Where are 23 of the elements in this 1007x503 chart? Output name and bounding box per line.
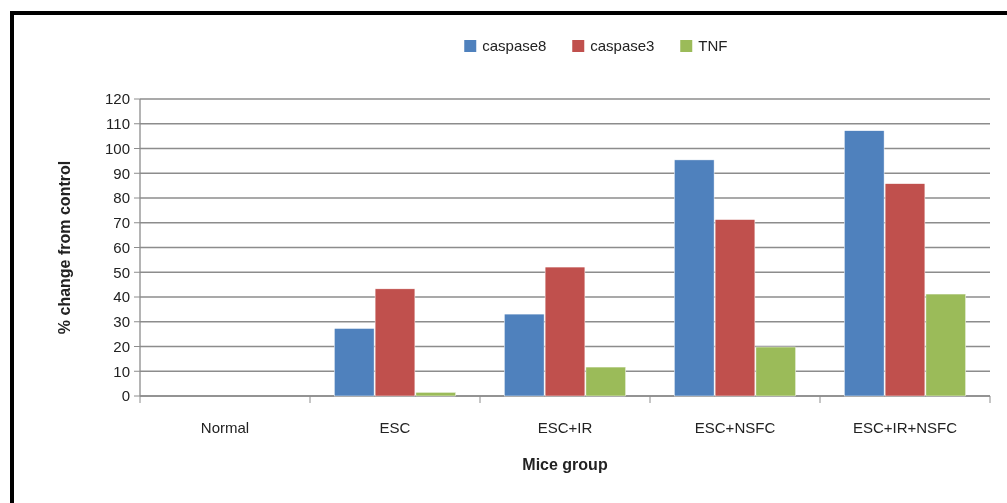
x-tick-label: ESC+NSFC xyxy=(694,419,776,436)
y-tick-label: 50 xyxy=(113,263,130,281)
legend-label: TNF xyxy=(698,37,728,55)
y-tick-label: 120 xyxy=(104,90,130,108)
x-axis-title: Mice group xyxy=(522,456,608,473)
y-tick-label: 40 xyxy=(113,288,130,306)
legend-label: caspase8 xyxy=(482,37,547,55)
x-tick-label: Normal xyxy=(200,419,250,436)
y-tick-label: 20 xyxy=(113,337,130,355)
y-tick-label: 10 xyxy=(113,362,130,380)
y-tick-label: 0 xyxy=(121,387,130,405)
y-tick-label: 30 xyxy=(113,313,130,330)
y-tick-label: 100 xyxy=(104,139,130,157)
y-tick-label: 90 xyxy=(113,164,130,182)
y-tick-label: 70 xyxy=(113,214,130,231)
y-tick-label: 80 xyxy=(113,189,130,207)
legend-label: caspase3 xyxy=(590,37,655,55)
y-axis-title: % change from control xyxy=(56,160,73,335)
x-tick-label: ESC xyxy=(379,419,411,436)
y-tick-label: 110 xyxy=(106,115,130,132)
x-tick-label: ESC+IR+NSFC xyxy=(852,419,958,436)
x-tick-label: ESC+IR xyxy=(537,419,593,436)
y-tick-label: 60 xyxy=(113,238,130,256)
